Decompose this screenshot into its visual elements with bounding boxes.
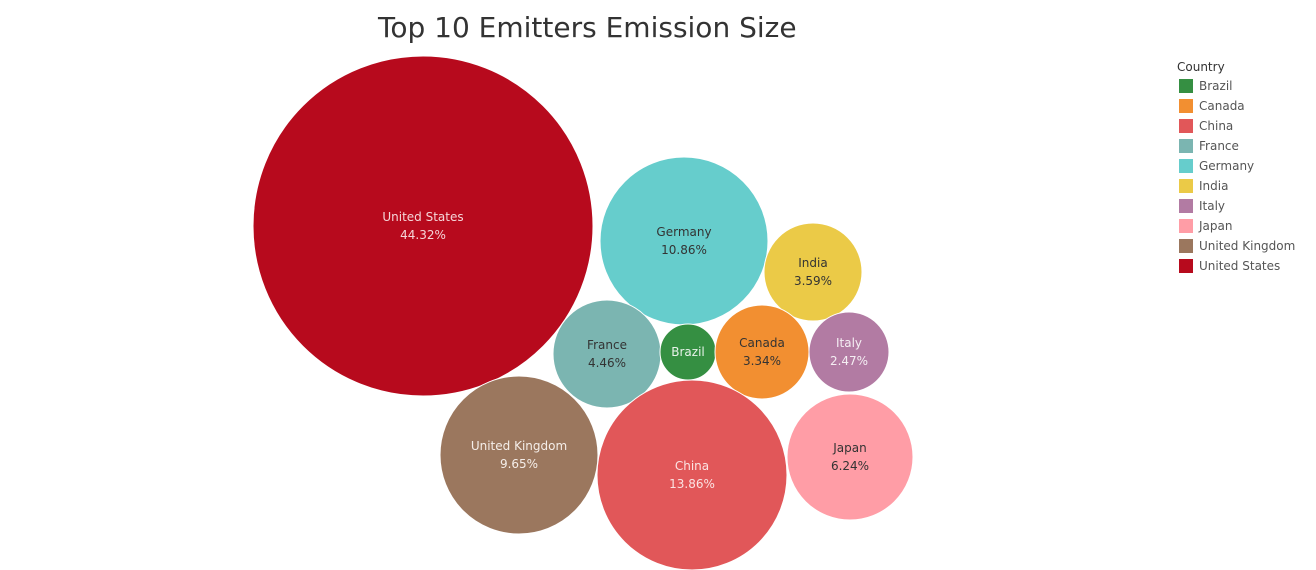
bubble-value-united-kingdom: 9.65%	[500, 457, 538, 471]
bubble-india[interactable]: India 3.59%	[763, 222, 863, 322]
legend-item-brazil[interactable]: Brazil	[1177, 76, 1295, 96]
legend-label-germany: Germany	[1199, 159, 1255, 173]
bubble-label-japan: Japan	[832, 441, 866, 455]
bubble-label-canada: Canada	[739, 336, 785, 350]
legend-item-france[interactable]: France	[1177, 136, 1295, 156]
chart-title: Top 10 Emitters Emission Size	[378, 11, 797, 44]
legend-item-italy[interactable]: Italy	[1177, 196, 1295, 216]
bubble-label-india: India	[798, 256, 827, 270]
legend-swatch-brazil	[1179, 79, 1193, 93]
bubble-value-italy: 2.47%	[830, 354, 868, 368]
bubble-france[interactable]: France 4.46%	[552, 299, 662, 409]
legend-item-china[interactable]: China	[1177, 116, 1295, 136]
bubble-circle-canada[interactable]	[714, 304, 810, 400]
bubble-circle-united-kingdom[interactable]	[439, 375, 599, 535]
bubble-germany[interactable]: Germany 10.86%	[599, 156, 769, 326]
bubble-label-united-states: United States	[382, 210, 463, 224]
bubble-italy[interactable]: Italy 2.47%	[808, 311, 890, 393]
legend-item-germany[interactable]: Germany	[1177, 156, 1295, 176]
bubble-circle-germany[interactable]	[599, 156, 769, 326]
bubble-label-france: France	[587, 338, 627, 352]
bubble-china[interactable]: China 13.86%	[596, 379, 788, 570]
legend-swatch-france	[1179, 139, 1193, 153]
legend-swatch-china	[1179, 119, 1193, 133]
legend: Country Brazil Canada China France Germany In…	[1177, 58, 1295, 276]
legend-swatch-italy	[1179, 199, 1193, 213]
bubble-label-germany: Germany	[656, 225, 711, 239]
bubble-circle-france[interactable]	[552, 299, 662, 409]
bubble-united-kingdom[interactable]: United Kingdom 9.65%	[439, 375, 599, 535]
bubble-circle-japan[interactable]	[786, 393, 914, 521]
bubble-circle-china[interactable]	[596, 379, 788, 570]
bubble-label-italy: Italy	[836, 336, 862, 350]
legend-label-brazil: Brazil	[1199, 79, 1233, 93]
bubble-japan[interactable]: Japan 6.24%	[786, 393, 914, 521]
legend-label-india: India	[1199, 179, 1229, 193]
bubble-circle-italy[interactable]	[808, 311, 890, 393]
bubble-canada[interactable]: Canada 3.34%	[714, 304, 810, 400]
legend-item-canada[interactable]: Canada	[1177, 96, 1295, 116]
legend-swatch-germany	[1179, 159, 1193, 173]
bubble-label-united-kingdom: United Kingdom	[471, 439, 567, 453]
bubble-value-japan: 6.24%	[831, 459, 869, 473]
bubble-value-india: 3.59%	[794, 274, 832, 288]
bubble-value-france: 4.46%	[588, 356, 626, 370]
legend-items: Brazil Canada China France Germany India Italy…	[1177, 76, 1295, 276]
legend-swatch-united-kingdom	[1179, 239, 1193, 253]
legend-label-japan: Japan	[1199, 219, 1233, 233]
legend-label-united-kingdom: United Kingdom	[1199, 239, 1296, 253]
bubble-united-states[interactable]: United States 44.32%	[252, 55, 594, 397]
legend-swatch-india	[1179, 179, 1193, 193]
bubble-value-china: 13.86%	[669, 477, 715, 491]
bubble-value-united-states: 44.32%	[400, 228, 446, 242]
legend-label-canada: Canada	[1199, 99, 1245, 113]
legend-item-japan[interactable]: Japan	[1177, 216, 1295, 236]
legend-item-india[interactable]: India	[1177, 176, 1295, 196]
legend-swatch-canada	[1179, 99, 1193, 113]
legend-label-italy: Italy	[1199, 199, 1226, 213]
legend-label-china: China	[1199, 119, 1234, 133]
legend-label-france: France	[1199, 139, 1239, 153]
legend-swatch-japan	[1179, 219, 1193, 233]
bubble-label-brazil: Brazil	[671, 345, 705, 359]
bubble-circle-united-states[interactable]	[252, 55, 594, 397]
legend-item-united-kingdom[interactable]: United Kingdom	[1177, 236, 1295, 256]
legend-item-united-states[interactable]: United States	[1177, 256, 1295, 276]
bubble-label-china: China	[675, 459, 709, 473]
bubble-value-canada: 3.34%	[743, 354, 781, 368]
legend-label-united-states: United States	[1199, 259, 1281, 273]
bubble-circle-india[interactable]	[763, 222, 863, 322]
legend-title: Country	[1177, 60, 1225, 74]
bubble-value-germany: 10.86%	[661, 243, 707, 257]
bubble-brazil[interactable]: Brazil	[659, 323, 717, 381]
legend-swatch-united-states	[1179, 259, 1193, 273]
